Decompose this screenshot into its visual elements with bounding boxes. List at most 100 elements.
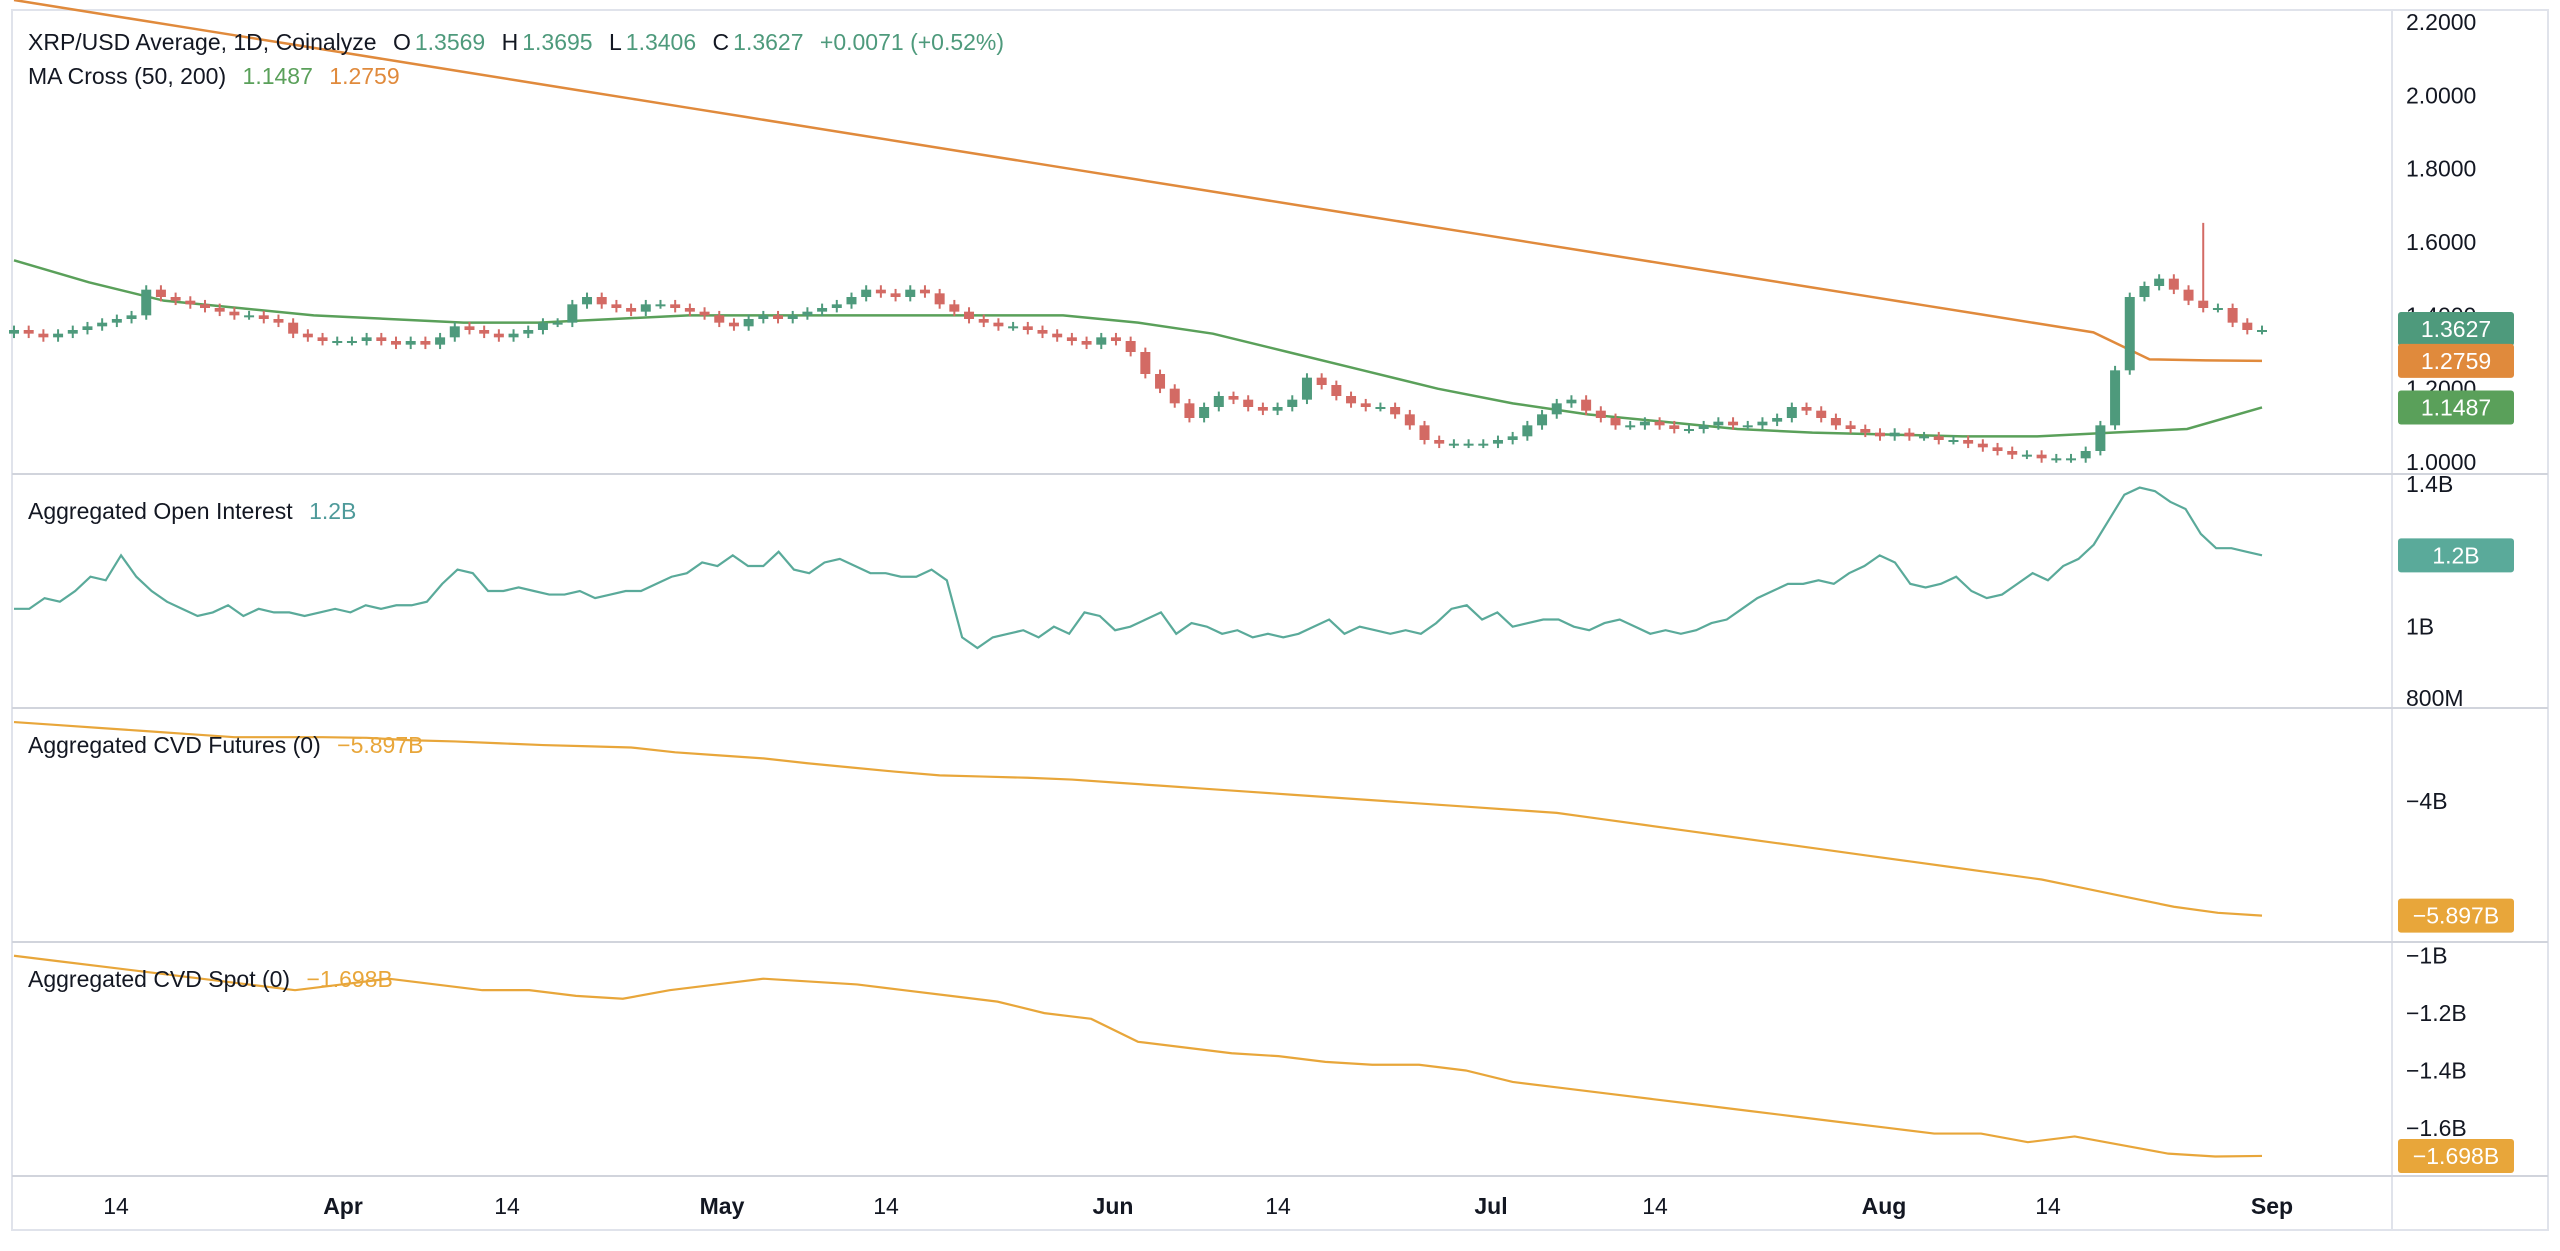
cvd-spot-title[interactable]: Aggregated CVD Spot (0) [28,966,291,992]
candle-body [53,333,64,338]
x-tick-label: May [700,1193,745,1219]
candle-body [1052,333,1063,338]
candle-body [1992,447,2003,451]
candle-body [1125,341,1136,352]
candle-body [582,297,593,305]
candle-body [1110,337,1121,341]
candle-body [699,311,710,316]
candle-body [1257,407,1268,411]
x-tick-label: 14 [1265,1193,1291,1219]
candle-body [2227,308,2238,323]
x-tick-label: 14 [2035,1193,2061,1219]
candle-body [2007,451,2018,455]
x-tick-label: 14 [103,1193,129,1219]
close-key: C [712,29,730,55]
candle-body [9,330,19,334]
oi-title[interactable]: Aggregated Open Interest [28,498,293,524]
candle-body [170,297,181,301]
candle-body [1507,436,1518,440]
candle-body [964,311,975,319]
candle-body [1037,330,1048,334]
oi-legend: Aggregated Open Interest 1.2B [28,497,366,525]
cvd-spot-polyline-badge-bg [2398,1138,2514,1173]
y-tick-label: 1.6000 [2406,229,2476,255]
candle-body [464,326,475,330]
candle-body [640,304,651,312]
candle-body [743,319,754,327]
ma-title[interactable]: MA Cross (50, 200) [28,63,227,89]
cvd-futures-polyline-badge-bg [2398,898,2514,933]
candle-body [846,297,857,305]
candle-body [1346,396,1357,404]
ma-legend: MA Cross (50, 200) 1.1487 1.2759 [28,62,410,90]
candle-body [435,337,446,345]
time-axis[interactable]: 14 Apr 14 May 14 Jun 14 Jul 14 Aug 14 Sep [103,1193,2293,1219]
candle-body [1169,388,1180,404]
candle-body [1801,407,1812,411]
y-tick-label: 800M [2406,685,2464,711]
candle-body [479,330,490,334]
candle-body [1213,396,1224,407]
candle-body [2183,289,2194,301]
candle-body [1698,425,1709,429]
symbol-title[interactable]: XRP/USD Average, 1D, Coinalyze [28,29,377,55]
candle-body [1537,414,1548,426]
candle-body [1566,399,1577,404]
candle-body [1199,407,1210,418]
candle-body [2095,425,2106,451]
ma50-badge-bg [2398,390,2514,425]
candle-body [1419,425,1430,440]
candle-body [817,308,828,312]
y-tick-label: −1B [2406,943,2448,969]
candle-body [1404,414,1415,426]
x-tick-label: 14 [873,1193,899,1219]
candle-body [1022,326,1033,330]
candle-body [2110,370,2121,426]
candle-body [2242,322,2253,330]
price-axis[interactable]: 2.20002.00001.80001.60001.40001.20001.00… [2406,9,2476,1141]
candle-body [728,322,739,327]
candle-body [214,308,225,312]
candle-body [155,289,166,297]
candle-body [1228,396,1239,400]
ma50-value: 1.1487 [242,63,313,89]
candle-body [611,304,622,308]
candle-body [346,341,357,343]
change-value: +0.0071 (+0.52%) [819,29,1005,55]
candle-body [1933,436,1944,440]
candle-body [2139,286,2150,297]
candle-body [714,315,725,323]
low-key: L [608,29,622,55]
y-tick-label: −4B [2406,788,2448,814]
y-tick-label: 1B [2406,614,2434,640]
candle-body [1610,418,1621,426]
candle-body [919,289,930,294]
chart-frame [11,9,2549,1231]
cvd-spot-line [13,954,2263,1158]
candlestick-series [9,222,2267,463]
y-tick-label: 1.0000 [2406,449,2476,475]
close-value: 1.3627 [733,29,804,55]
y-tick-label: 2.2000 [2406,9,2476,35]
candle-body [1272,407,1283,411]
candle-body [1669,425,1680,429]
candle-body [1713,421,1724,426]
candle-body [2036,454,2047,459]
candle-body [317,337,328,341]
candle-body [302,333,313,338]
candle-body [38,333,49,338]
candle-body [1390,407,1401,415]
cvd-futures-title[interactable]: Aggregated CVD Futures (0) [28,732,321,758]
candle-body [1463,443,1474,446]
cvd-spot-legend: Aggregated CVD Spot (0) −1.698B [28,965,403,993]
candle-body [1786,407,1797,418]
candle-body [1581,399,1592,411]
candle-body [1625,425,1636,428]
close-badge-bg [2398,312,2514,347]
candle-body [1301,377,1312,400]
candle-body [2080,451,2091,459]
oi-polyline-badge: 1.2B [2432,542,2479,568]
candle-body [1140,352,1151,374]
panel-grid [11,9,2549,1231]
